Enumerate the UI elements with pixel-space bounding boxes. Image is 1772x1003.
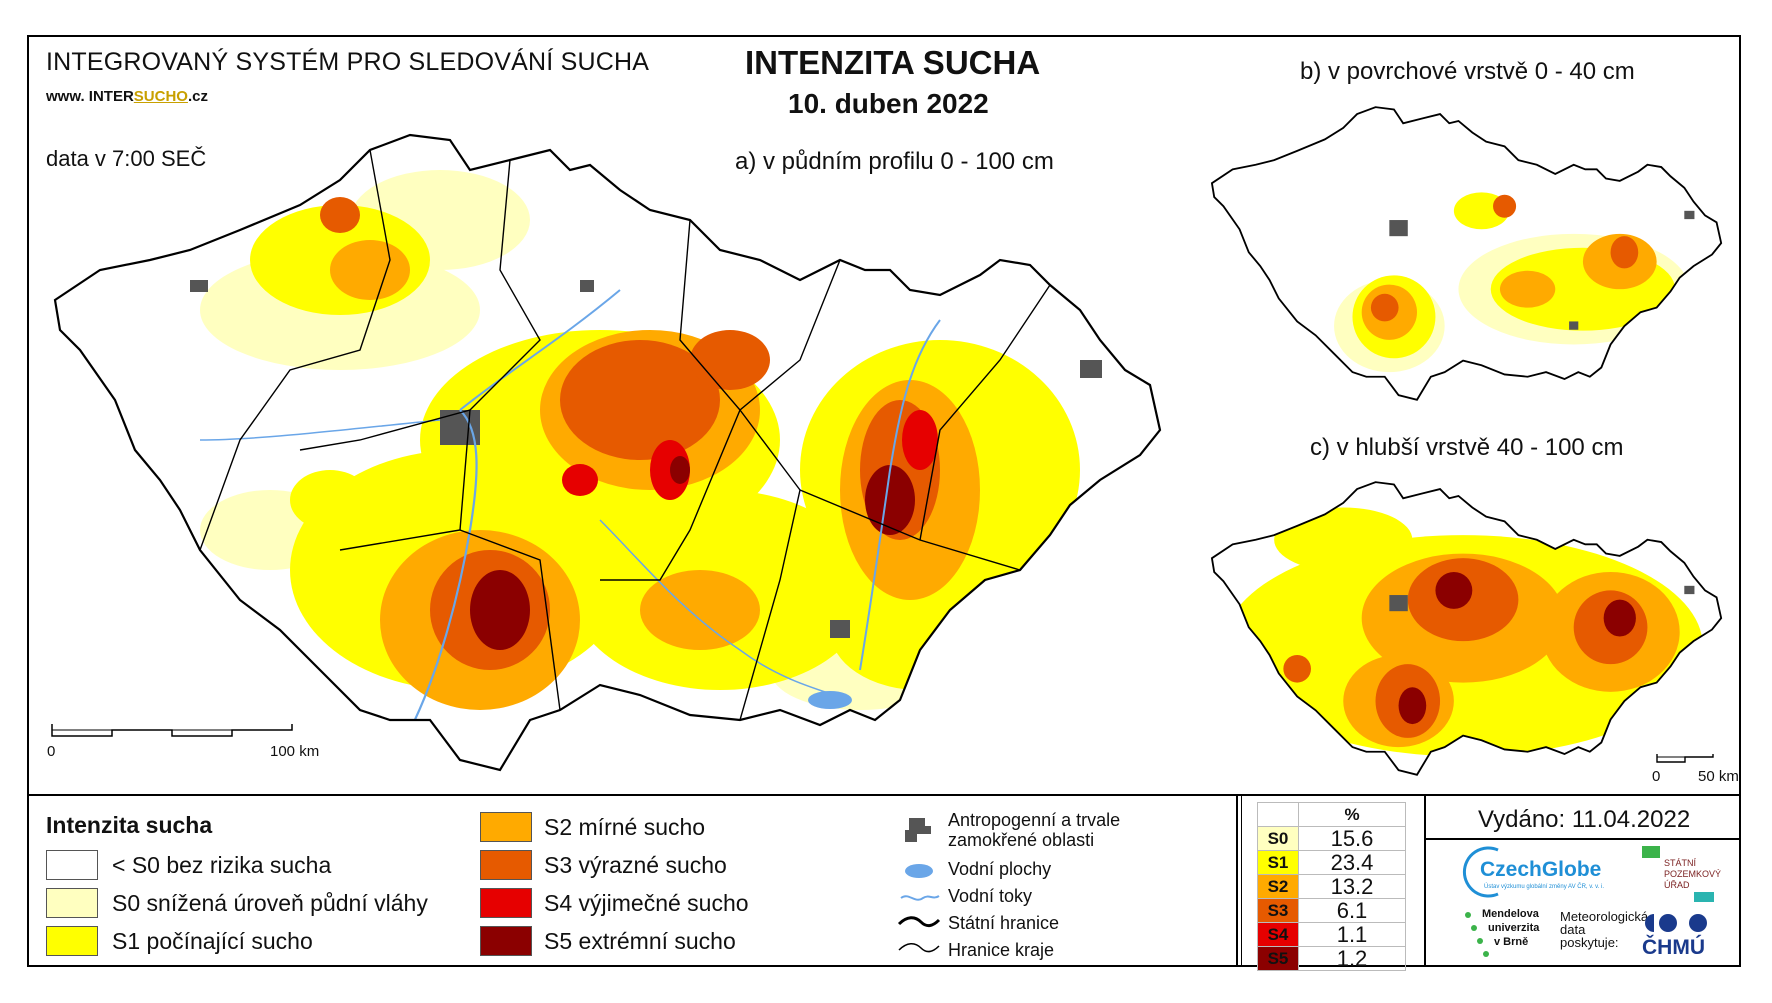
- panel-b-title: b) v povrchové vrstvě 0 - 40 cm: [1300, 58, 1635, 85]
- state-border: [53, 133, 1162, 772]
- stats-value-s1: 23.4: [1298, 850, 1406, 875]
- legend-area: [27, 794, 1741, 967]
- stats-value-s4: 1.1: [1298, 922, 1406, 947]
- spu-green-block-icon: [1642, 846, 1660, 858]
- stats-value-s2: 13.2: [1298, 874, 1406, 899]
- table-row: S1 23.4: [1257, 850, 1406, 875]
- legend-swatch-s1: [46, 926, 98, 956]
- legend-swatch-s4: [480, 888, 532, 918]
- table-row: S4 1.1: [1257, 922, 1406, 947]
- surface-layer-map: [1210, 106, 1723, 401]
- legend-state-border: Státní hranice: [948, 913, 1060, 933]
- anthropogenic-icon: [905, 818, 931, 842]
- scale-main-end: 100 km: [270, 743, 320, 760]
- system-title: INTEGROVANÝ SYSTÉM PRO SLEDOVÁNÍ SUCHA: [46, 48, 650, 76]
- stats-label-s0: S0: [1257, 826, 1299, 851]
- table-row: S2 13.2: [1257, 874, 1406, 899]
- chmu-logo: Meteorologická data poskytuje: ČHMÚ: [1560, 910, 1740, 964]
- czechglobe-arc-icon: [1462, 846, 1499, 898]
- stats-label-s3: S3: [1257, 898, 1299, 923]
- legend-swatch-s0: [46, 888, 98, 918]
- scale-small-zero: 0: [1652, 768, 1661, 785]
- spu-teal-block-icon: [1694, 892, 1714, 902]
- data-time: data v 7:00 SEČ: [46, 146, 207, 171]
- divider-issued: [1426, 838, 1741, 840]
- table-row: S0 15.6: [1257, 826, 1406, 851]
- legend-streams: Vodní toky: [948, 886, 1033, 906]
- map-feature-symbols: [897, 818, 941, 953]
- legend-label-s4: S4 výjimečné sucho: [544, 890, 749, 916]
- deep-layer-map: [1210, 481, 1723, 776]
- mendel-logo: Mendelova univerzita v Brně: [1462, 908, 1552, 964]
- main-drought-map: [53, 133, 1162, 772]
- mendel-dots-icon: [1465, 912, 1489, 957]
- stats-header-row: %: [1257, 802, 1406, 827]
- legend-label-s2: S2 mírné sucho: [544, 814, 706, 840]
- scale-bar-small: [1656, 754, 1714, 763]
- czechglobe-logo: CzechGlobe Ústav výzkumu globální změny …: [1462, 846, 1622, 900]
- stats-value-s5: 1.2: [1298, 946, 1406, 971]
- issued-date: Vydáno: 11.04.2022: [1478, 806, 1691, 833]
- divider-left: [1236, 794, 1238, 967]
- panel-c-title: c) v hlubší vrstvě 40 - 100 cm: [1310, 434, 1624, 461]
- legend-swatch-s5: [480, 926, 532, 956]
- legend-swatch-below-s0: [46, 850, 98, 880]
- table-row: S3 6.1: [1257, 898, 1406, 923]
- legend-label-s5: S5 extrémní sucho: [544, 928, 736, 954]
- legend-label-below-s0: < S0 bez rizika sucha: [112, 852, 332, 878]
- stats-header-percent: %: [1298, 802, 1406, 827]
- legend-anthropogenic-1: Antropogenní a trvale: [948, 810, 1121, 830]
- map-date: 10. duben 2022: [788, 88, 989, 119]
- state-border-icon: [897, 916, 941, 928]
- spu-logo: STÁTNÍ POZEMKOVÝ ÚŘAD: [1642, 846, 1732, 904]
- legend-label-s3: S3 výrazné sucho: [544, 852, 727, 878]
- legend-water-bodies: Vodní plochy: [948, 859, 1052, 879]
- legend-title: Intenzita sucha: [46, 812, 213, 838]
- stats-label-s1: S1: [1257, 850, 1299, 875]
- chmu-symbol-icon: [1645, 914, 1707, 932]
- legend-region-border: Hranice kraje: [948, 940, 1055, 960]
- water-body-icon: [905, 864, 933, 878]
- drought-stats-table: % S0 15.6 S1 23.4 S2 13.2 S3 6.1 S4 1.1 …: [1257, 802, 1406, 971]
- divider-right: [1424, 794, 1426, 967]
- stats-label-s4: S4: [1257, 922, 1299, 947]
- stats-label-s5: S5: [1257, 946, 1299, 971]
- scale-main-zero: 0: [47, 743, 56, 760]
- stats-value-s3: 6.1: [1298, 898, 1406, 923]
- page-title: INTENZITA SUCHA: [745, 44, 1041, 81]
- legend-label-s1: S1 počínající sucho: [112, 928, 313, 954]
- region-border-icon: [898, 943, 940, 953]
- legend-anthropogenic-2: zamokřené oblasti: [948, 830, 1095, 850]
- divider-left-inner: [1241, 794, 1242, 967]
- scale-small-end: 50 km: [1698, 768, 1739, 785]
- panel-a-title: a) v půdním profilu 0 - 100 cm: [735, 148, 1054, 175]
- legend-label-s0: S0 snížená úroveň půdní vláhy: [112, 890, 428, 916]
- legend-swatch-s2: [480, 812, 532, 842]
- stats-value-s0: 15.6: [1298, 826, 1406, 851]
- stats-label-s2: S2: [1257, 874, 1299, 899]
- stream-icon: [900, 895, 940, 901]
- legend-swatch-s3: [480, 850, 532, 880]
- scale-bar-main: [51, 724, 293, 737]
- website-link[interactable]: www. INTERSUCHO.cz: [46, 88, 208, 105]
- table-row: S5 1.2: [1257, 946, 1406, 971]
